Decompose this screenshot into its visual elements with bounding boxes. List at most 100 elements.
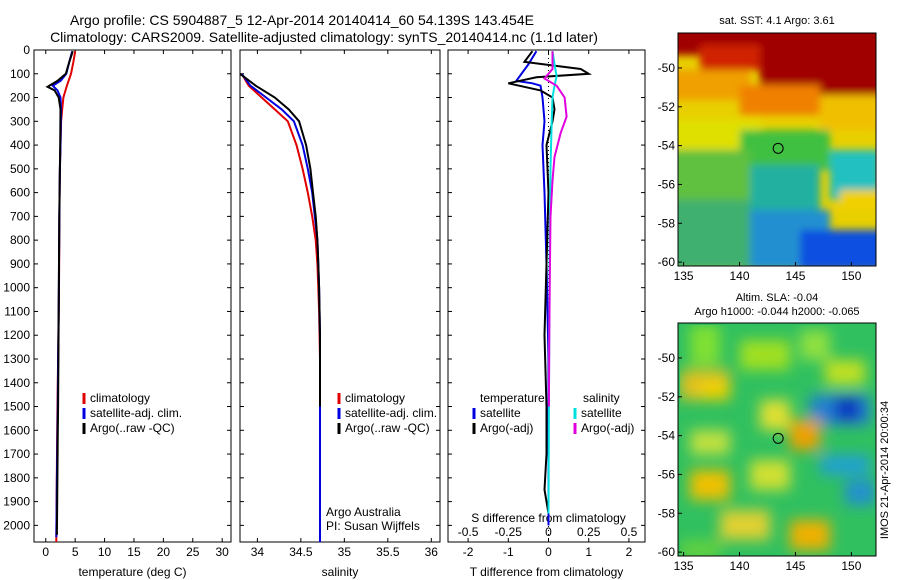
map-y-tick-label: -52 — [658, 100, 676, 114]
map-x-tick-label: 135 — [674, 269, 694, 283]
y-tick-label: 1600 — [3, 423, 30, 437]
series-line — [508, 50, 592, 514]
legend-label: Argo(..raw -QC) — [345, 421, 430, 435]
x-axis-label: temperature (deg C) — [78, 565, 186, 579]
y-tick-label: 1400 — [3, 376, 30, 390]
annotation-text: Argo Australia — [326, 505, 401, 519]
map-x-tick-label: 140 — [730, 559, 750, 573]
x-tick-label: 0 — [42, 545, 49, 559]
sla-map-subtitle: Argo h1000: -0.044 h2000: -0.065 — [694, 306, 859, 318]
y-tick-label: 500 — [10, 162, 30, 176]
map-y-tick-label: -56 — [658, 177, 676, 191]
series-line — [239, 73, 321, 407]
x-tick-label: 10 — [98, 545, 112, 559]
y-tick-label: 600 — [10, 186, 30, 200]
legend-label: satellite — [581, 406, 622, 420]
y-tick-label: 1100 — [4, 304, 30, 318]
map-x-tick-label: 150 — [841, 269, 861, 283]
map-y-tick-label: -58 — [658, 506, 676, 520]
legend-label: Argo(..raw -QC) — [90, 421, 175, 435]
map-y-tick-label: -52 — [658, 390, 676, 404]
legend-label: Argo(-adj) — [480, 421, 533, 435]
x-tick-label-s: -0.5 — [458, 525, 479, 539]
x-axis-label: T difference from climatology — [470, 565, 624, 579]
map-x-tick-label: 145 — [785, 559, 805, 573]
y-tick-label: 300 — [10, 114, 30, 128]
series-line — [542, 51, 568, 407]
legend-label: satellite — [480, 406, 521, 420]
x-tick-label: 15 — [127, 545, 141, 559]
x-tick-label: 34.5 — [289, 545, 313, 559]
map-y-tick-label: -56 — [658, 467, 676, 481]
x-tick-label: 30 — [215, 545, 229, 559]
x-tick-label: -1 — [503, 545, 514, 559]
legend-label: satellite-adj. clim. — [345, 406, 437, 420]
map-x-tick-label: 140 — [730, 269, 750, 283]
y-tick-label: 900 — [10, 257, 30, 271]
y-tick-label: 1200 — [3, 328, 30, 342]
temperature-panel: 0100200300400500600700800900100011001200… — [3, 43, 232, 579]
map-y-tick-label: -50 — [658, 351, 676, 365]
imos-timestamp: IMOS 21-Apr-2014 20:00:34 — [879, 401, 891, 539]
legend-label: satellite-adj. clim. — [90, 406, 182, 420]
y-tick-label: 400 — [10, 138, 30, 152]
x-tick-label: 35.5 — [376, 545, 400, 559]
y-tick-label: 1900 — [3, 495, 30, 509]
sla-map-title: Altim. SLA: -0.04 — [736, 292, 819, 304]
salinity-panel: 34 34.5 35 35.5 36 salinity climatologysatelli… — [239, 49, 441, 579]
sla-map: Altim. SLA: -0.04 Argo h1000: -0.044 h20… — [658, 292, 891, 573]
legend-label: Argo(-adj) — [581, 421, 634, 435]
map-y-tick-label: -58 — [658, 216, 676, 230]
y-tick-label: 100 — [10, 67, 30, 81]
x-tick-label: -2 — [463, 545, 474, 559]
plot-frame — [33, 49, 232, 543]
difference-panel: -2 -1 0 1 2T difference from climatology -0.5… — [447, 49, 646, 579]
y-tick-label: 2000 — [3, 518, 30, 532]
map-x-tick-label: 150 — [841, 559, 861, 573]
x-tick-label-s: 0 — [545, 525, 552, 539]
x-tick-label-s: 0.25 — [577, 525, 601, 539]
x-tick-label: 0 — [545, 545, 552, 559]
map-y-tick-label: -60 — [658, 545, 676, 559]
x-tick-label: 36 — [425, 545, 439, 559]
y-tick-label: 1700 — [3, 447, 30, 461]
map-y-tick-label: -50 — [658, 61, 676, 75]
map-y-tick-label: -60 — [658, 255, 676, 269]
y-tick-label: 1000 — [3, 281, 30, 295]
legend-header-temperature: temperature — [480, 391, 545, 405]
y-tick-label: 1800 — [3, 471, 30, 485]
argo-location-marker — [772, 142, 784, 154]
x-tick-label: 5 — [72, 545, 79, 559]
y-tick-label: 1500 — [3, 400, 30, 414]
x-tick-label: 25 — [186, 545, 200, 559]
x-tick-label: 1 — [585, 545, 592, 559]
sst-map: sat. SST: 4.1 Argo: 3.61 135 140 145 150 -50… — [658, 15, 877, 283]
legend-label: climatology — [345, 391, 405, 405]
annotation-text: PI: Susan Wijffels — [326, 519, 420, 533]
map-x-tick-label: 145 — [785, 269, 805, 283]
y-tick-label: 800 — [10, 233, 30, 247]
x-tick-label: 20 — [157, 545, 171, 559]
y-tick-label: 200 — [10, 91, 30, 105]
plot-frame — [239, 49, 441, 543]
legend-header-salinity: salinity — [583, 391, 620, 405]
header-line-2: Climatology: CARS2009. Satellite-adjuste… — [50, 29, 598, 45]
y-tick-label: 700 — [10, 209, 30, 223]
x-tick-label: 35 — [338, 545, 352, 559]
legend-label: climatology — [90, 391, 150, 405]
header-line-1: Argo profile: CS 5904887_5 12-Apr-2014 2… — [70, 12, 534, 28]
map-y-tick-label: -54 — [658, 139, 676, 153]
map-y-tick-label: -54 — [658, 429, 676, 443]
x-axis-label: salinity — [322, 565, 359, 579]
y-tick-label: 1300 — [3, 352, 30, 366]
series-line — [45, 50, 74, 535]
x-tick-label: 34 — [251, 545, 265, 559]
argo-location-marker — [772, 432, 784, 444]
x-tick-label-s: 0.5 — [621, 525, 638, 539]
x-tick-label-s: -0.25 — [495, 525, 523, 539]
y-tick-label: 0 — [23, 43, 30, 57]
x-tick-label: 2 — [626, 545, 633, 559]
map-x-tick-label: 135 — [674, 559, 694, 573]
sst-map-title: sat. SST: 4.1 Argo: 3.61 — [719, 15, 835, 27]
